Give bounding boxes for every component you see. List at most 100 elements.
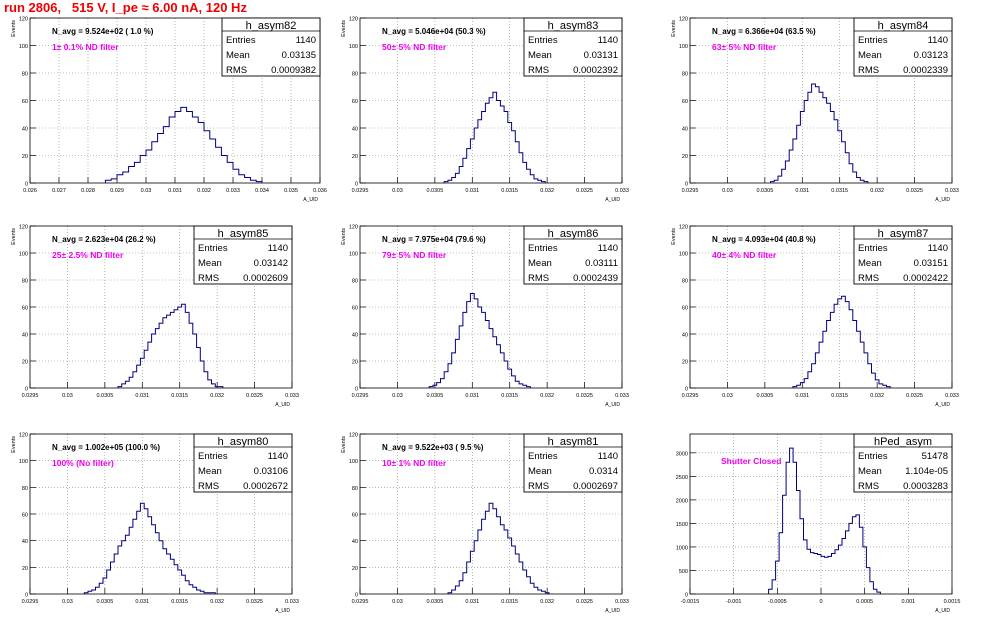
stats-value: 0.0003283 [903, 481, 948, 492]
stats-box [853, 17, 953, 77]
y-tick-label: 100 [679, 44, 688, 50]
x-tick-label: 0.033 [615, 188, 629, 194]
x-tick-label: 0.031 [135, 599, 149, 605]
y-tick-label: 60 [352, 513, 358, 519]
stats-label: RMS [198, 273, 219, 284]
histogram-panel: 0 20 40 60 80 100 120 0.0295 0.03 0.0305 0.031 0.03… [341, 225, 629, 409]
stats-value: 0.03111 [585, 258, 618, 269]
x-tick-label: 0.0305 [756, 188, 773, 194]
x-tick-label: 0.033 [285, 393, 299, 399]
y-tick-label: 0 [685, 593, 688, 599]
stats-label: Mean [198, 258, 222, 269]
stats-value: 0.03131 [584, 50, 618, 61]
y-tick-label: 2500 [676, 475, 688, 481]
histogram-line [447, 502, 550, 594]
x-tick-label: 0.026 [23, 188, 37, 194]
y-axis-label: Events [11, 228, 17, 245]
stats-label: RMS [858, 481, 879, 492]
x-tick-label: 0.0295 [682, 393, 699, 399]
y-tick-label: 80 [682, 72, 688, 78]
x-tick-label: 0.0295 [682, 188, 699, 194]
stats-value: 0.03106 [254, 466, 288, 477]
x-tick-label: 0.001 [901, 599, 915, 605]
navg-text: N_avg = 2.623e+04 (26.2 %) [52, 235, 156, 244]
stats-label: RMS [528, 65, 549, 76]
stats-label: Entries [528, 451, 558, 462]
y-tick-label: 40 [352, 333, 358, 339]
x-tick-label: 0.03 [722, 188, 733, 194]
plot-frame [689, 433, 953, 595]
y-axis-label: Events [341, 20, 347, 37]
plot-frame [359, 225, 623, 389]
stats-label: Entries [858, 35, 888, 46]
x-tick-label: 0.031 [465, 393, 479, 399]
y-tick-label: 100 [19, 44, 28, 50]
y-axis-label: Events [341, 228, 347, 245]
y-tick-label: 40 [22, 127, 28, 133]
stats-label: Entries [858, 451, 888, 462]
navg-text: N_avg = 4.093e+04 (40.8 %) [712, 235, 816, 244]
stats-label: RMS [528, 481, 549, 492]
filter-annotation: 10± 1% ND filter [382, 458, 447, 468]
y-tick-label: 0 [355, 387, 358, 393]
stats-value: 1140 [598, 243, 618, 254]
y-tick-label: 120 [349, 17, 358, 23]
stats-label: Entries [528, 243, 558, 254]
y-tick-label: 40 [352, 539, 358, 545]
stats-label: Entries [528, 35, 558, 46]
y-tick-label: 80 [352, 279, 358, 285]
y-tick-label: 0 [355, 182, 358, 188]
stats-value: 1.104e-05 [905, 466, 948, 477]
x-tick-label: 0.031 [795, 188, 809, 194]
x-tick-label: 0.032 [540, 393, 554, 399]
x-tick-label: 0.032 [540, 188, 554, 194]
y-tick-label: 0 [685, 182, 688, 188]
x-tick-label: 0.027 [52, 188, 66, 194]
y-axis-label: Events [11, 20, 17, 37]
y-tick-label: 20 [22, 360, 28, 366]
y-axis-label: Events [341, 436, 347, 453]
x-tick-label: 0.032 [210, 599, 224, 605]
histogram-line [104, 106, 263, 183]
histogram-line [117, 303, 224, 388]
y-tick-label: 40 [352, 127, 358, 133]
filter-annotation: 25± 2.5% ND filter [52, 250, 124, 260]
y-tick-label: 60 [22, 306, 28, 312]
stats-value: 0.0002422 [903, 273, 948, 284]
x-tick-label: 0.0305 [426, 393, 443, 399]
x-tick-label: 0.03 [392, 393, 403, 399]
stats-value: 1140 [598, 451, 618, 462]
y-tick-label: 100 [19, 459, 28, 465]
x-axis-label: A_UID [275, 608, 290, 614]
x-tick-label: 0.0305 [756, 393, 773, 399]
stats-box [853, 225, 953, 285]
y-tick-label: 80 [22, 72, 28, 78]
y-tick-label: 40 [22, 333, 28, 339]
stats-value: 1140 [928, 35, 948, 46]
y-tick-label: 120 [19, 433, 28, 439]
y-axis-label: Events [671, 228, 677, 245]
y-tick-label: 1000 [676, 545, 688, 551]
y-tick-label: 2000 [676, 498, 688, 504]
x-axis-label: A_UID [303, 197, 318, 203]
x-axis-label: A_UID [275, 402, 290, 408]
y-tick-label: 1500 [676, 522, 688, 528]
histogram-name: h_asym84 [878, 20, 929, 32]
histogram-line [792, 295, 891, 388]
x-tick-label: 0.0305 [426, 599, 443, 605]
x-tick-label: 0.034 [255, 188, 269, 194]
y-tick-label: 40 [682, 127, 688, 133]
x-tick-label: 0.03 [141, 188, 152, 194]
stats-value: 1140 [268, 243, 288, 254]
run-title: run 2806, 515 V, I_pe ≈ 6.00 nA, 120 Hz [4, 0, 247, 15]
stats-label: RMS [858, 273, 879, 284]
x-tick-label: 0.0325 [906, 188, 923, 194]
x-tick-label: 0.0315 [831, 393, 848, 399]
x-tick-label: 0.03 [62, 599, 73, 605]
x-tick-label: 0.031 [465, 599, 479, 605]
x-tick-label: 0.0295 [352, 599, 369, 605]
stats-label: Mean [198, 466, 222, 477]
stats-box [523, 433, 623, 493]
stats-label: Entries [198, 243, 228, 254]
